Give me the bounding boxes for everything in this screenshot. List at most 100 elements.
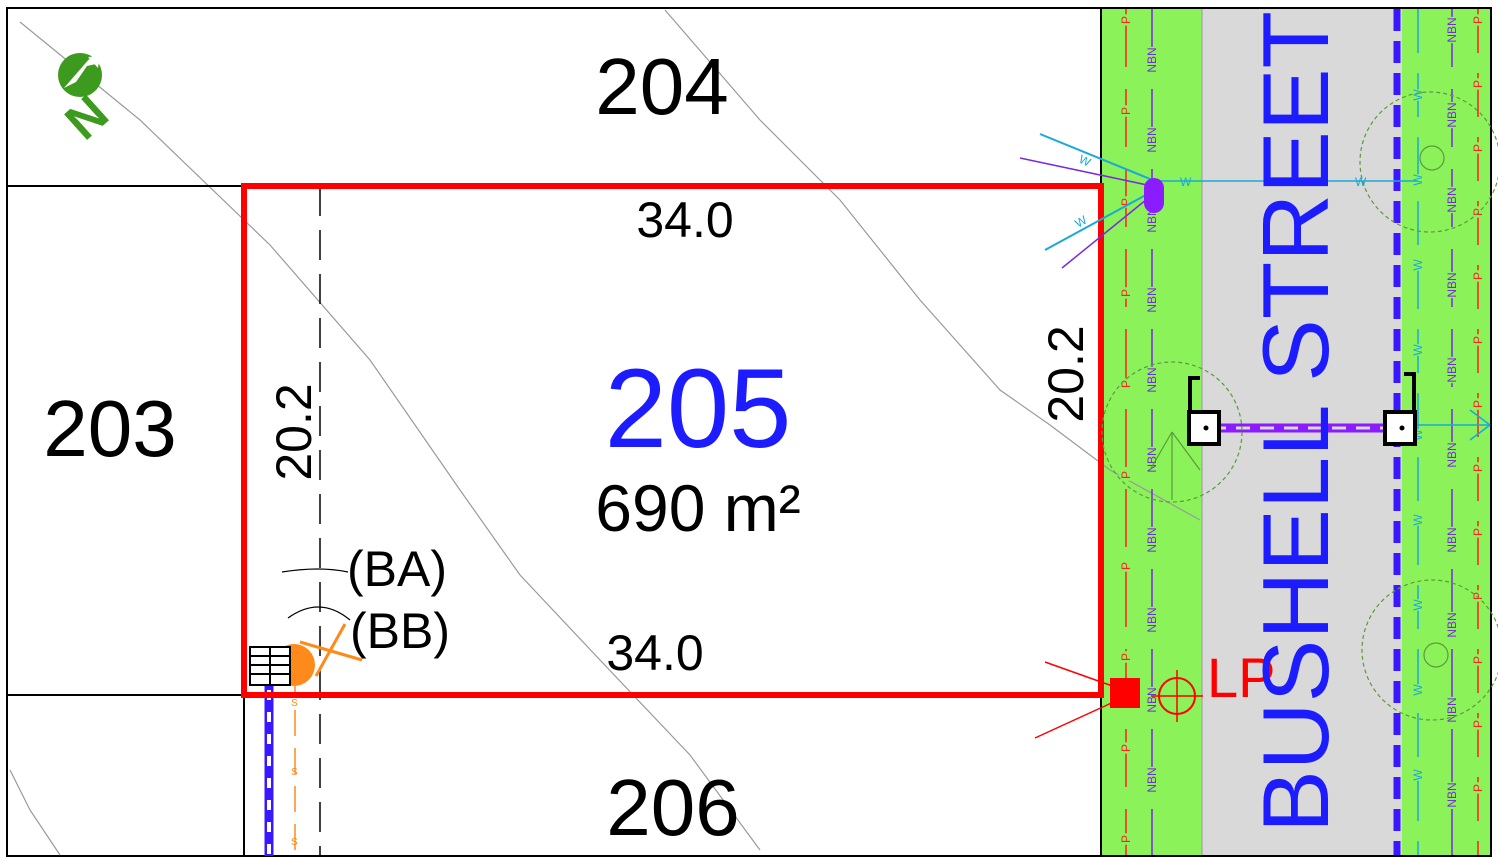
service-code-bg xyxy=(1444,16,1460,44)
service-code-label: NBN xyxy=(1445,612,1459,637)
service-code-label: P xyxy=(1471,528,1485,536)
service-code-bg xyxy=(1144,46,1160,74)
service-code-bg xyxy=(1470,526,1486,538)
service-code-bg xyxy=(1144,766,1160,794)
service-code-label: P xyxy=(1119,653,1133,661)
service-code-bg xyxy=(1470,462,1486,474)
service-code-label: W xyxy=(1411,89,1425,101)
service-code-bg xyxy=(1118,14,1134,26)
service-code-label: NBN xyxy=(1445,527,1459,552)
service-code-bg xyxy=(1118,651,1134,663)
lp-label: LP xyxy=(1207,646,1276,709)
service-code-bg xyxy=(1470,398,1486,410)
service-code-label: P xyxy=(1119,562,1133,570)
service-code-bg xyxy=(1118,378,1134,390)
ba-label: (BA) xyxy=(347,541,447,597)
service-code-bg xyxy=(1410,769,1426,781)
service-code-bg xyxy=(1444,611,1460,639)
service-code-label: P xyxy=(1119,107,1133,115)
service-code-label: P xyxy=(1119,198,1133,206)
service-code-label: P xyxy=(1119,471,1133,479)
service-code-label: NBN xyxy=(1145,527,1159,552)
service-code-bg xyxy=(1470,718,1486,730)
service-code-label: NBN xyxy=(1445,357,1459,382)
service-code-label: P xyxy=(1471,592,1485,600)
service-code-label: P xyxy=(1471,464,1485,472)
service-code-bg xyxy=(1144,686,1160,714)
ba-leader-line xyxy=(281,568,349,573)
service-code-label: P xyxy=(1119,16,1133,24)
svg-text:W: W xyxy=(1268,175,1280,189)
lot-206-number: 206 xyxy=(606,763,739,852)
service-code-bg xyxy=(1410,514,1426,526)
service-code-bg xyxy=(1470,78,1486,90)
service-code-bg xyxy=(1470,654,1486,666)
service-code-bg xyxy=(1118,469,1134,481)
service-code-label: P xyxy=(1471,784,1485,792)
service-code-label: P xyxy=(1471,208,1485,216)
service-code-bg xyxy=(1410,259,1426,271)
bb-leader-line xyxy=(287,606,351,621)
power-codes-east: P P P P P P P P P P P P P xyxy=(1470,14,1486,794)
service-code-bg xyxy=(1470,334,1486,346)
lot-203-number: 203 xyxy=(43,384,176,473)
service-code-bg xyxy=(1410,344,1426,356)
contour-line xyxy=(9,769,61,856)
frontage-top-dimension: 34.0 xyxy=(636,192,733,248)
service-code-bg xyxy=(1410,89,1426,101)
road-crossing-service xyxy=(1187,372,1491,446)
service-code-bg xyxy=(1444,356,1460,384)
service-code-label: NBN xyxy=(1145,367,1159,392)
depth-left-dimension: 20.2 xyxy=(266,383,322,480)
service-code-label: NBN xyxy=(1145,447,1159,472)
lot-204-number: 204 xyxy=(595,42,728,131)
contour-line xyxy=(19,21,761,851)
service-code-bg xyxy=(1144,286,1160,314)
service-code-label: P xyxy=(1471,336,1485,344)
service-code-label: P xyxy=(1471,720,1485,728)
service-code-label: NBN xyxy=(1445,102,1459,127)
service-code-label: P xyxy=(1119,380,1133,388)
service-code-label: P xyxy=(1471,80,1485,88)
service-code-label: NBN xyxy=(1145,207,1159,232)
svg-text:W: W xyxy=(1180,175,1192,189)
lot-205-boundary[interactable] xyxy=(241,183,1104,698)
service-code-bg xyxy=(1144,526,1160,554)
service-code-bg xyxy=(1470,782,1486,794)
street-name: BUSHELL STREET xyxy=(1243,11,1348,833)
svg-text:W: W xyxy=(1355,175,1367,189)
service-code-label: W xyxy=(1411,599,1425,611)
tree-icon xyxy=(1361,579,1498,721)
service-pit-east-icon xyxy=(1383,372,1417,446)
service-code-bg xyxy=(1144,126,1160,154)
service-code-bg xyxy=(1444,526,1460,554)
service-code-bg xyxy=(1144,366,1160,394)
service-code-label: W xyxy=(1411,344,1425,356)
lot-205-number: 205 xyxy=(605,346,792,471)
service-code-label: P xyxy=(1471,144,1485,152)
service-code-bg xyxy=(1470,14,1486,26)
light-pole-icon xyxy=(1034,661,1203,739)
service-pit-west-icon xyxy=(1187,376,1221,446)
service-code-bg xyxy=(1444,271,1460,299)
service-code-label: P xyxy=(1471,272,1485,280)
service-code-bg xyxy=(1470,270,1486,282)
service-code-bg xyxy=(1444,696,1460,724)
service-code-label: W xyxy=(1411,514,1425,526)
service-code-label: P xyxy=(1471,400,1485,408)
service-code-bg xyxy=(1144,606,1160,634)
sewer-code: S xyxy=(291,698,298,709)
nbn-codes-west: NBN NBN NBN NBN NBN NBN NBN NBN NBN NBN xyxy=(1144,46,1160,794)
service-code-bg xyxy=(1118,560,1134,572)
service-code-bg xyxy=(1118,287,1134,299)
sewer-line: S S S xyxy=(291,672,298,856)
service-code-label: NBN xyxy=(1145,687,1159,712)
service-code-bg xyxy=(1470,142,1486,154)
depth-right-dimension: 20.2 xyxy=(1038,325,1094,422)
service-code-bg xyxy=(1470,590,1486,602)
service-code-bg xyxy=(1410,174,1426,186)
tree-icon xyxy=(1101,361,1243,503)
service-code-bg xyxy=(1410,684,1426,696)
nbn-pit-icon xyxy=(1144,178,1164,213)
service-code-label: P xyxy=(1119,744,1133,752)
